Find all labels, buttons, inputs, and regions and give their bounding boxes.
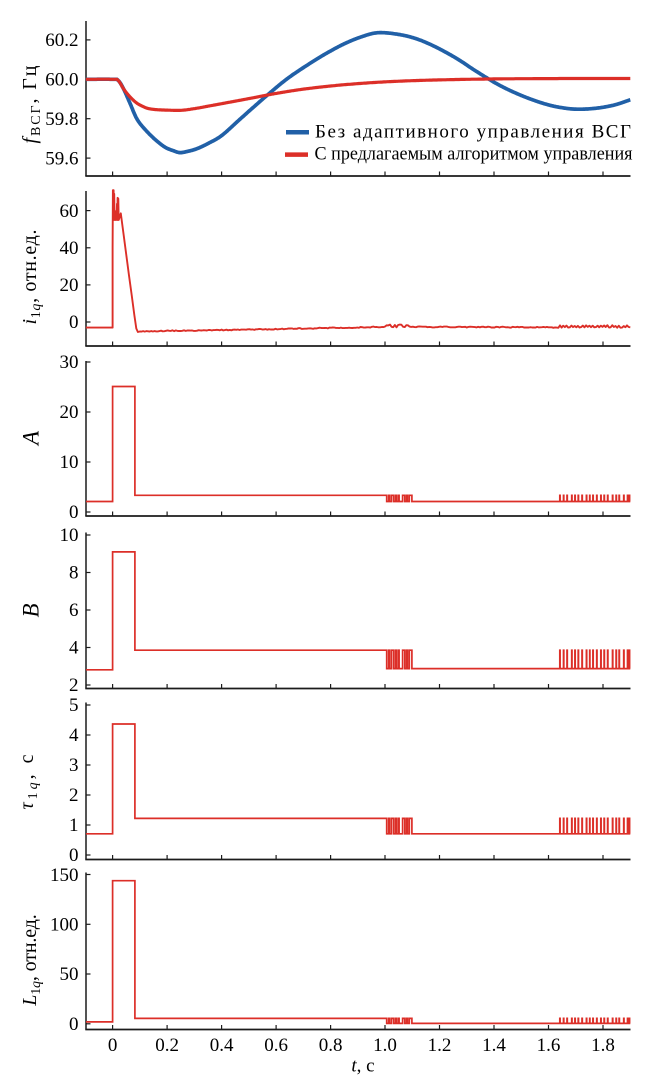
svg-text:L1q, отн.ед.: L1q, отн.ед.	[19, 914, 44, 1007]
svg-text:0.8: 0.8	[319, 1035, 343, 1056]
svg-text:10: 10	[60, 452, 79, 473]
svg-text:40: 40	[60, 238, 79, 259]
svg-text:0: 0	[108, 1035, 118, 1056]
svg-text:С предлагаемым алгоритмом упра: С предлагаемым алгоритмом управления	[315, 144, 633, 165]
svg-text:0: 0	[69, 502, 79, 523]
svg-text:8: 8	[69, 563, 79, 584]
svg-text:B: B	[19, 603, 44, 617]
svg-text:100: 100	[50, 915, 79, 936]
svg-text:30: 30	[60, 352, 79, 373]
svg-text:5: 5	[69, 695, 79, 716]
svg-text:1.8: 1.8	[591, 1035, 615, 1056]
svg-text:0: 0	[69, 1014, 79, 1035]
svg-text:6: 6	[69, 600, 79, 621]
svg-text:1: 1	[69, 815, 79, 836]
svg-text:0.6: 0.6	[264, 1035, 288, 1056]
svg-text:0: 0	[69, 312, 79, 333]
svg-text:0: 0	[69, 845, 79, 866]
svg-text:t, с: t, с	[351, 1056, 374, 1077]
svg-text:4: 4	[69, 638, 79, 659]
svg-text:0.2: 0.2	[155, 1035, 179, 1056]
svg-text:50: 50	[60, 964, 79, 985]
svg-text:3: 3	[69, 755, 79, 776]
svg-text:1.2: 1.2	[428, 1035, 452, 1056]
svg-text:59.6: 59.6	[45, 148, 78, 169]
svg-text:150: 150	[50, 865, 79, 886]
svg-text:60.0: 60.0	[45, 70, 78, 91]
svg-text:60: 60	[60, 201, 79, 222]
svg-text:20: 20	[60, 402, 79, 423]
svg-text:i1q, отн.ед.: i1q, отн.ед.	[19, 230, 44, 325]
svg-text:Без адаптивного управления ВСГ: Без адаптивного управления ВСГ	[315, 122, 631, 143]
svg-text:fВСГ, Гц: fВСГ, Гц	[19, 65, 44, 143]
svg-text:4: 4	[69, 725, 79, 746]
svg-text:0.4: 0.4	[210, 1035, 234, 1056]
svg-text:2: 2	[69, 675, 79, 696]
svg-text:59.8: 59.8	[45, 109, 78, 130]
svg-text:10: 10	[60, 525, 79, 546]
svg-text:A: A	[19, 430, 44, 447]
svg-text:1.6: 1.6	[537, 1035, 561, 1056]
svg-text:60.2: 60.2	[45, 30, 78, 51]
svg-text:1.0: 1.0	[373, 1035, 397, 1056]
svg-text:1.4: 1.4	[482, 1035, 506, 1056]
svg-text:2: 2	[69, 785, 79, 806]
svg-text:20: 20	[60, 275, 79, 296]
